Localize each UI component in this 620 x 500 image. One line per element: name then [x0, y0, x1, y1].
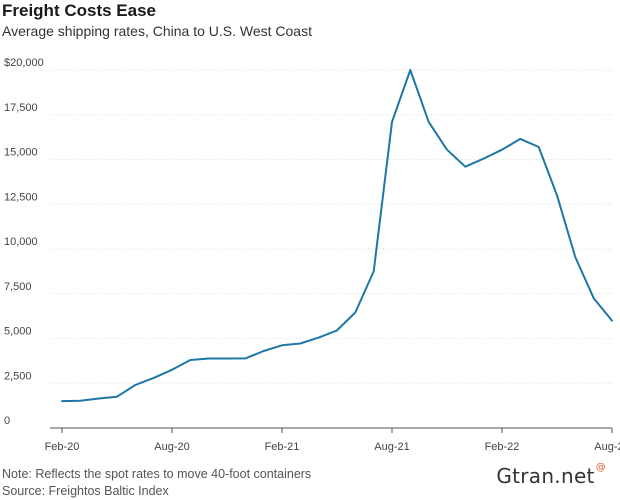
x-tick-label: Aug-22 — [594, 441, 620, 453]
watermark-mark: @ — [595, 462, 606, 473]
y-tick-label: 15,000 — [4, 147, 38, 159]
x-tick-label: Aug-20 — [154, 441, 189, 453]
y-tick-label: 5,000 — [4, 326, 32, 338]
y-tick-label: 17,500 — [4, 102, 38, 114]
y-tick-label: 0 — [4, 415, 10, 427]
chart-subtitle: Average shipping rates, China to U.S. We… — [2, 23, 312, 39]
x-tick-label: Feb-20 — [45, 441, 80, 453]
x-tick-label: Aug-21 — [374, 441, 409, 453]
watermark-text: Gtran.net — [496, 464, 595, 488]
y-tick-label: 7,500 — [4, 281, 32, 293]
source-note: Source: Freightos Baltic Index — [2, 484, 169, 498]
y-tick-label: 10,000 — [4, 236, 38, 248]
footnote: Note: Reflects the spot rates to move 40… — [2, 467, 312, 481]
watermark-logo: Gtran.net@ — [496, 462, 606, 488]
y-tick-label: 12,500 — [4, 191, 38, 203]
x-axis: Feb-20 Aug-20 Feb-21 Aug-21 Feb-22 Aug-22 — [45, 427, 620, 453]
y-tick-label: 2,500 — [4, 370, 32, 382]
y-tick-label: $20,000 — [4, 57, 44, 69]
series-line — [61, 69, 613, 403]
x-tick-label: Feb-22 — [485, 441, 520, 453]
x-tick-label: Feb-21 — [265, 441, 300, 453]
y-axis-ticks: 0 2,500 5,000 7,500 10,000 12,500 15,000 17,500… — [4, 57, 44, 427]
chart-title: Freight Costs Ease — [2, 1, 156, 20]
series-layer — [61, 69, 613, 403]
gridlines — [50, 69, 612, 384]
